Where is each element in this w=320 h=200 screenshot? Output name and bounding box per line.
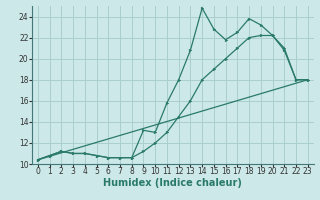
X-axis label: Humidex (Indice chaleur): Humidex (Indice chaleur): [103, 178, 242, 188]
